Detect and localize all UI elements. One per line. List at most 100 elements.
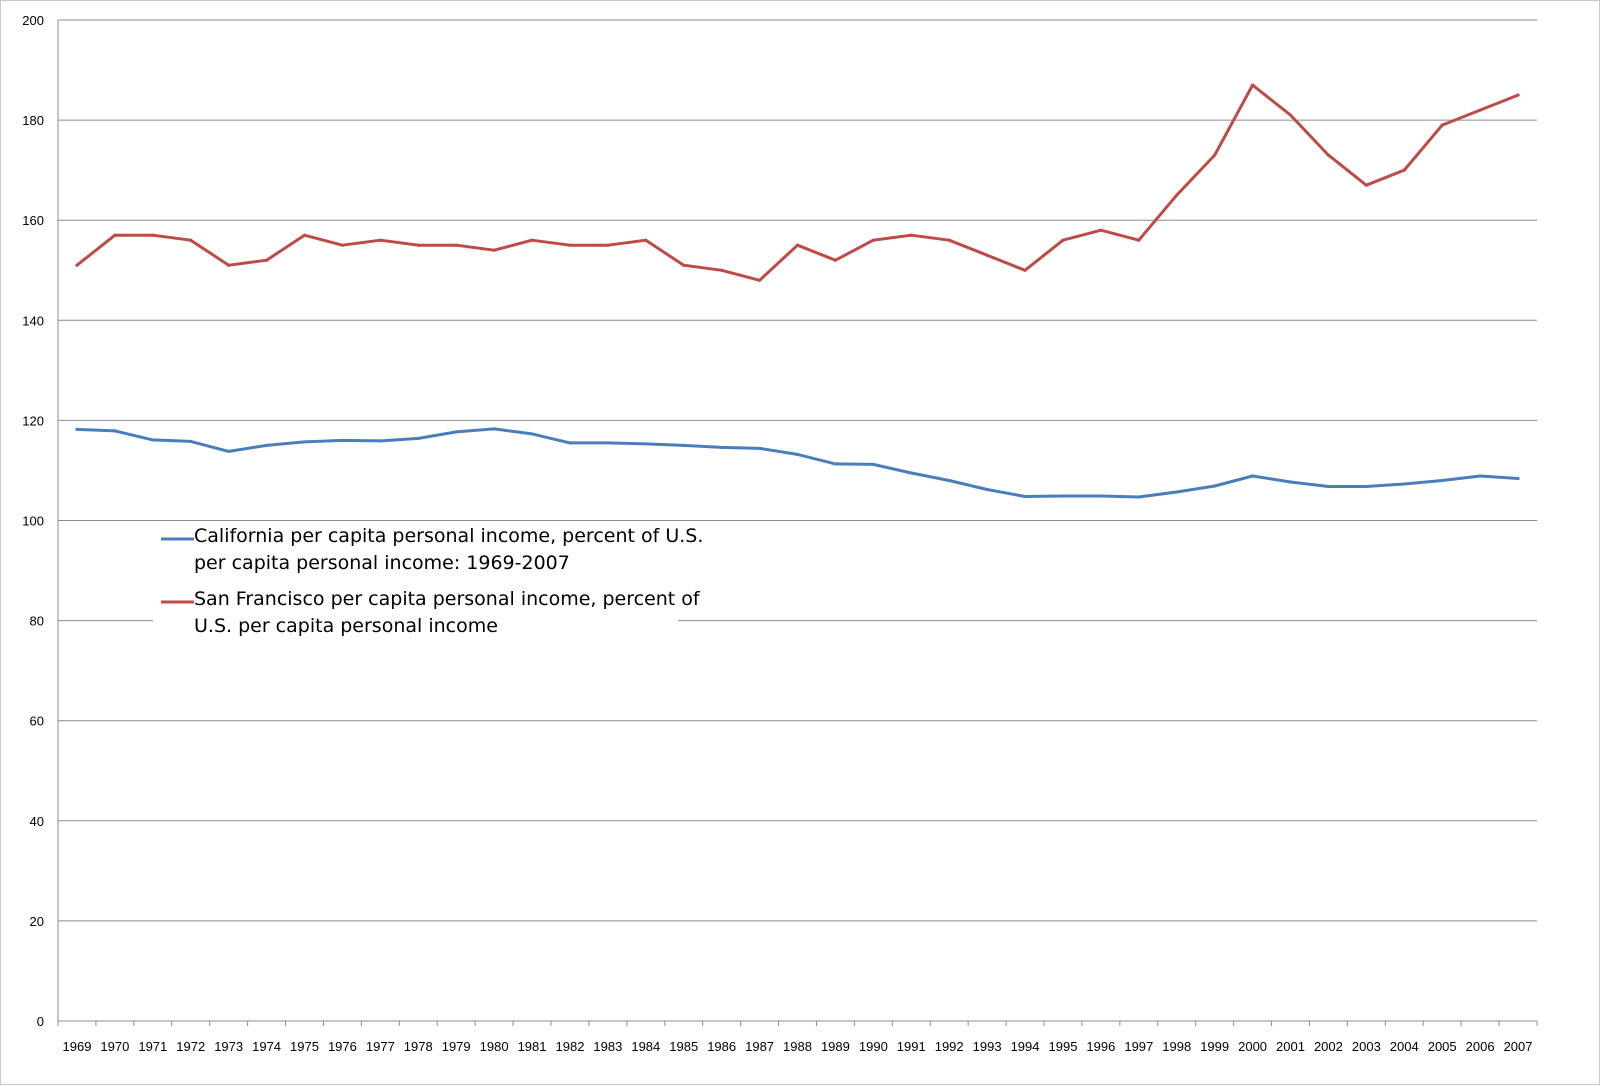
data-point [1478,108,1482,112]
data-point [909,471,913,475]
x-tick-label: 1984 [631,1039,660,1054]
x-axis-tick-labels: 1969 1970 1971 1972 1973 1974 1975 1976 1977 1978… [63,1039,1533,1054]
x-tick-label: 1971 [138,1039,167,1054]
legend-label: California per capita personal income, p… [194,525,703,547]
data-point [1326,153,1331,157]
data-point [492,427,496,431]
data-point [302,440,307,444]
x-tick-label: 1972 [176,1039,205,1054]
x-tick-label: 1990 [859,1039,888,1054]
legend-label: U.S. per capita personal income [194,615,498,637]
y-tick-label: 60 [30,714,44,729]
data-point [454,430,458,434]
data-point [1364,183,1368,187]
data-point [757,446,762,451]
x-tick-label: 1977 [366,1039,395,1054]
data-point [340,438,345,443]
data-point [1137,495,1141,499]
data-point [492,248,496,252]
data-point [1440,478,1444,483]
x-tick-label: 1999 [1200,1039,1229,1054]
legend-background [153,521,678,646]
data-point [1326,484,1331,489]
x-tick-label: 1986 [707,1039,736,1054]
data-point [1402,482,1406,486]
data-point [1364,484,1368,489]
data-point [189,439,193,444]
data-point [1250,474,1255,478]
data-point [378,439,382,443]
x-tick-label: 1995 [1049,1039,1078,1054]
data-point [1175,193,1179,197]
x-tick-label: 1998 [1162,1039,1191,1054]
x-tick-label: 1989 [821,1039,850,1054]
data-point [606,243,610,247]
x-tick-label: 1993 [973,1039,1002,1054]
x-tick-label: 1975 [290,1039,319,1054]
series-line-san-francisco [75,83,1520,282]
data-point [871,238,875,242]
data-point [606,441,610,445]
data-point [340,243,345,247]
data-point [1099,228,1103,232]
data-point [1516,476,1520,481]
data-point [682,263,686,267]
y-tick-label: 0 [37,1014,44,1029]
y-tick-label: 20 [30,914,44,929]
x-tick-label: 1982 [556,1039,585,1054]
y-tick-label: 180 [22,113,44,128]
series-lines [75,83,1520,499]
data-point [795,243,800,247]
data-point [378,238,382,242]
data-point [151,233,155,237]
data-point [1478,474,1482,478]
x-tick-label: 2004 [1390,1039,1419,1054]
gridlines [58,19,1537,922]
data-point [1213,484,1217,488]
data-point [1288,480,1293,484]
x-tick-label: 2000 [1238,1039,1267,1054]
x-tick-label: 1970 [100,1039,129,1054]
x-tick-label: 1980 [480,1039,509,1054]
data-point [947,238,951,242]
data-point [454,243,458,247]
x-tick-label: 2001 [1276,1039,1305,1054]
legend: California per capita personal income, p… [153,521,703,646]
data-point [682,443,686,448]
data-point [75,427,79,432]
data-point [1099,494,1103,498]
x-tick-label: 2002 [1314,1039,1343,1054]
data-point [151,438,155,442]
x-tick-label: 1983 [593,1039,622,1054]
data-point [227,449,231,454]
data-point [416,243,420,247]
data-point [1023,494,1027,499]
data-point [795,452,800,457]
x-tick-label: 2007 [1504,1039,1533,1054]
data-point [113,233,117,237]
x-tick-label: 1997 [1124,1039,1153,1054]
y-tick-label: 200 [22,13,44,28]
data-point [1061,494,1065,498]
legend-label: per capita personal income: 1969-2007 [194,552,570,574]
data-point [264,258,269,262]
axes [57,20,1538,1026]
x-tick-label: 1969 [63,1039,92,1054]
x-tick-label: 1991 [897,1039,926,1054]
data-point [530,238,534,242]
data-point [644,238,648,242]
x-tick-label: 1992 [935,1039,964,1054]
data-point [113,429,117,433]
data-point [720,268,724,272]
x-tick-label: 1994 [1011,1039,1040,1054]
x-tick-label: 1976 [328,1039,357,1054]
data-point [1023,268,1027,272]
data-point [833,462,838,466]
y-tick-label: 160 [22,213,44,228]
x-tick-label: 2005 [1428,1039,1457,1054]
data-point [1250,83,1255,87]
data-point [833,258,838,262]
y-tick-label: 100 [22,514,44,529]
data-point [1175,490,1179,494]
